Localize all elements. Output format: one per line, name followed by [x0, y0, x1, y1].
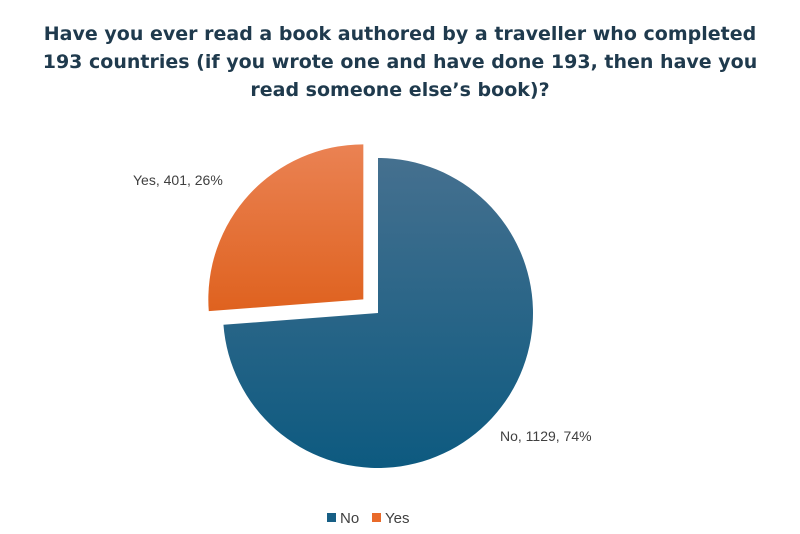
data-label-yes: Yes, 401, 26% — [133, 172, 223, 188]
legend-swatch-yes — [372, 513, 381, 522]
legend-label-no: No — [340, 510, 359, 527]
data-label-no: No, 1129, 74% — [500, 428, 592, 444]
pie-slice-no — [223, 158, 533, 468]
chart-title: Have you ever read a book authored by a … — [42, 23, 758, 101]
legend-label-yes: Yes — [385, 510, 409, 527]
pie-slice-yes — [208, 144, 364, 312]
legend-swatch-no — [327, 513, 336, 522]
legend: No Yes — [327, 510, 409, 527]
